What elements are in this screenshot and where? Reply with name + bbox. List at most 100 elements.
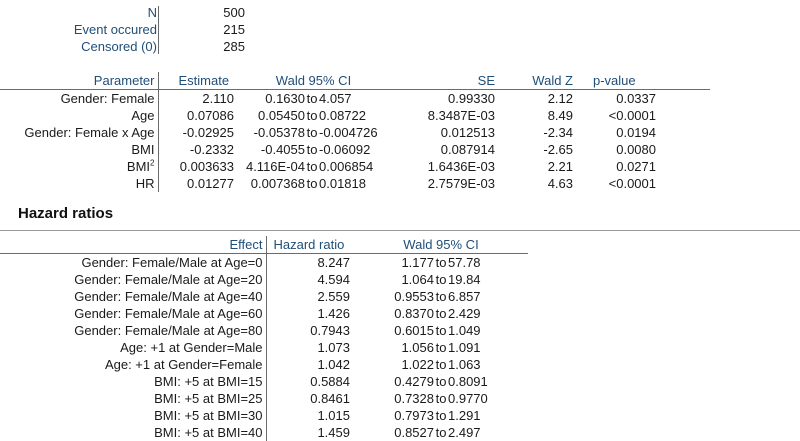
hazard-ratio-cell: 1.015: [317, 408, 350, 423]
col-header-spacer: [662, 72, 710, 90]
ci-high-cell: 0.01818: [319, 176, 366, 191]
parameter-name: Gender: Female x Age: [0, 124, 159, 141]
hazard-ratio-cell: 1.073: [317, 340, 350, 355]
se-cell: 0.012513: [440, 125, 495, 140]
effect-cell: Age: +1 at Gender=Male: [0, 339, 267, 356]
summary-row-censored: Censored (0) 285: [0, 38, 245, 55]
ci-low-cell: 0.7973: [394, 408, 434, 423]
estimate-cell: 0.07086: [187, 108, 234, 123]
parameter-label: BMI: [131, 142, 155, 157]
table-row: Age 0.07086 0.05450 to 0.08722 8.3487E-03 8.49…: [0, 107, 710, 124]
section-divider: [0, 230, 800, 231]
effect-cell: Gender: Female/Male at Age=0: [0, 253, 267, 271]
hazard-ratio-cell: 0.8461: [310, 391, 350, 406]
summary-label: Event occured: [73, 22, 157, 37]
ci-to-cell: to: [435, 323, 447, 338]
effect-cell: BMI: +5 at BMI=25: [0, 390, 267, 407]
col-header-ci: Wald 95% CI: [238, 72, 389, 90]
ci-high-cell: -0.004726: [319, 125, 378, 140]
ci-low-cell: 0.8370: [394, 306, 434, 321]
ci-to-cell: to: [435, 289, 447, 304]
summary-row-n: N 500: [0, 4, 245, 21]
col-header-pvalue: p-value: [581, 72, 662, 90]
parameter-label: Gender: Female: [60, 91, 155, 106]
summary-row-events: Event occured 215: [0, 21, 245, 38]
ci-high-cell: 1.063: [448, 357, 481, 372]
ci-low-cell: 4.116E-04: [245, 159, 305, 174]
ci-high-cell: 2.429: [448, 306, 481, 321]
hazard-ratio-cell: 1.042: [317, 357, 350, 372]
ci-to-cell: to: [306, 159, 318, 174]
summary-separator: [158, 6, 159, 54]
ci-to-cell: to: [435, 374, 447, 389]
table-row: Gender: Female 2.110 0.1630 to 4.057 0.99330 2…: [0, 89, 710, 107]
ci-low-cell: 0.6015: [394, 323, 434, 338]
ci-high-cell: 0.08722: [319, 108, 366, 123]
hazard-ratio-cell: 1.459: [317, 425, 350, 440]
hazard-ratios-table: Effect Hazard ratio Wald 95% CI Gender: …: [0, 236, 528, 441]
effect-cell: Age: +1 at Gender=Female: [0, 356, 267, 373]
z-cell: -2.34: [543, 125, 573, 140]
hazard-ratio-cell: 1.426: [317, 306, 350, 321]
ci-high-cell: 1.291: [448, 408, 481, 423]
estimate-cell: 0.003633: [179, 159, 234, 174]
pvalue-cell: 0.0271: [616, 159, 656, 174]
table-row: HR 0.01277 0.007368 to 0.01818 2.7579E-03 4.63…: [0, 175, 710, 192]
parameter-superscript: 2: [150, 158, 155, 168]
spacer-cell: [662, 141, 710, 158]
estimate-cell: -0.02925: [182, 125, 234, 140]
col-header-z: Wald Z: [505, 72, 581, 90]
ci-to-cell: to: [435, 391, 447, 406]
ci-high-cell: 6.857: [448, 289, 481, 304]
ci-low-cell: 0.8527: [394, 425, 434, 440]
ci-to-cell: to: [306, 176, 318, 191]
effect-cell: BMI: +5 at BMI=30: [0, 407, 267, 424]
ci-to-cell: to: [306, 142, 318, 157]
estimate-cell: -0.2332: [189, 142, 234, 157]
estimate-cell: 0.01277: [187, 176, 234, 191]
ci-to-cell: to: [435, 272, 447, 287]
effect-cell: Gender: Female/Male at Age=60: [0, 305, 267, 322]
ci-low-cell: -0.4055: [260, 142, 305, 157]
col-header-estimate: Estimate: [158, 72, 238, 90]
z-cell: 8.49: [547, 108, 573, 123]
spacer-cell: [662, 175, 710, 192]
table-row: BMI: +5 at BMI=15 0.5884 0.4279 to 0.8091: [0, 373, 528, 390]
parameter-name: BMI: [0, 141, 159, 158]
pvalue-cell: 0.0194: [616, 125, 656, 140]
effect-cell: BMI: +5 at BMI=40: [0, 424, 267, 441]
table-row: Gender: Female/Male at Age=40 2.559 0.9553…: [0, 288, 528, 305]
z-cell: 2.12: [547, 91, 573, 106]
table-row: Gender: Female/Male at Age=80 0.7943 0.601…: [0, 322, 528, 339]
ci-low-cell: 0.007368: [250, 176, 305, 191]
ci-to-cell: to: [435, 425, 447, 440]
ci-to-cell: to: [435, 306, 447, 321]
spacer-cell: [662, 107, 710, 124]
effect-cell: Gender: Female/Male at Age=20: [0, 271, 267, 288]
ci-high-cell: 1.049: [448, 323, 481, 338]
col-header-hazard-ratio: Hazard ratio: [266, 236, 354, 254]
ci-low-cell: 0.05450: [258, 108, 305, 123]
parameter-name: BMI2: [0, 158, 159, 175]
ci-low-cell: 1.056: [401, 340, 434, 355]
ci-low-cell: 1.022: [401, 357, 434, 372]
ci-high-cell: 0.9770: [448, 391, 488, 406]
table-row: BMI: +5 at BMI=25 0.8461 0.7328 to 0.9770: [0, 390, 528, 407]
table-row: BMI -0.2332 -0.4055 to -0.06092 0.087914 -2.65…: [0, 141, 710, 158]
ci-high-cell: 0.8091: [448, 374, 488, 389]
col-header-se: SE: [389, 72, 505, 90]
ci-low-cell: 0.4279: [394, 374, 434, 389]
hazard-ratio-cell: 2.559: [317, 289, 350, 304]
ci-to-cell: to: [435, 357, 447, 372]
se-cell: 0.99330: [448, 91, 495, 106]
ci-high-cell: 2.497: [448, 425, 481, 440]
estimate-cell: 2.110: [202, 91, 234, 106]
summary-value: 215: [223, 22, 245, 37]
ci-high-cell: 4.057: [319, 91, 352, 106]
summary-label: Censored (0): [81, 39, 157, 54]
se-cell: 1.6436E-03: [427, 159, 495, 174]
ci-high-cell: 1.091: [448, 340, 481, 355]
ci-low-cell: 0.7328: [394, 391, 434, 406]
spacer-cell: [662, 124, 710, 141]
spacer-cell: [662, 158, 710, 175]
